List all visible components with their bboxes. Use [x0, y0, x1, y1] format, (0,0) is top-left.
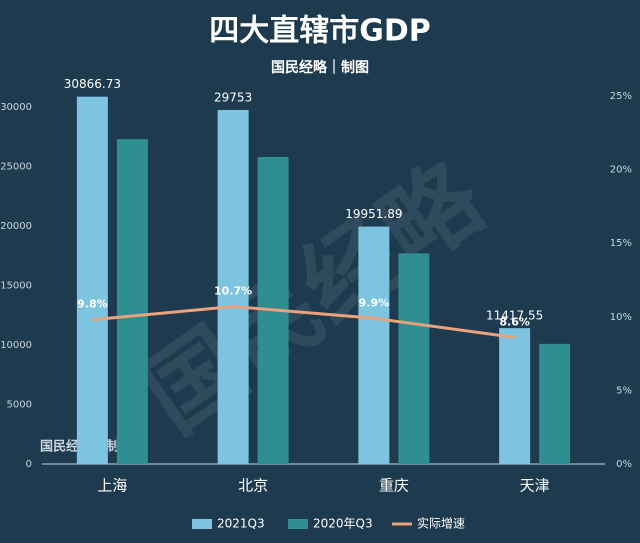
line-value-label: 10.7% — [214, 284, 252, 297]
y-tick-label: 20000 — [0, 221, 32, 232]
bar-value-label: 30866.73 — [64, 77, 121, 91]
legend-label: 2021Q3 — [217, 517, 265, 531]
bar-value-label: 11417.55 — [486, 309, 543, 323]
y2-tick-label: 15% — [610, 238, 632, 249]
y-tick-label: 15000 — [0, 280, 32, 291]
bar — [116, 139, 148, 465]
x-tick-label: 北京 — [238, 477, 268, 495]
line-value-label: 8.6% — [499, 315, 530, 328]
bar-value-label: 29753 — [214, 90, 252, 104]
bar — [499, 328, 531, 464]
legend-label: 2020年Q3 — [313, 517, 373, 531]
bar — [76, 96, 108, 464]
y2-tick-label: 0% — [616, 459, 632, 470]
y-tick-label: 25000 — [0, 161, 32, 172]
y2-tick-label: 5% — [616, 385, 632, 396]
legend-swatch — [192, 519, 212, 529]
chart-subtitle: 国民经略｜制图 — [271, 59, 369, 76]
y2-tick-label: 25% — [610, 91, 632, 102]
x-tick-label: 上海 — [97, 477, 127, 495]
y-tick-label: 0 — [26, 459, 32, 470]
y2-tick-label: 10% — [610, 312, 632, 323]
bar-value-label: 19951.89 — [345, 207, 402, 221]
y-tick-label: 5000 — [7, 399, 32, 410]
growth-line — [92, 304, 515, 339]
legend-label: 实际增速 — [417, 516, 465, 531]
bar — [398, 253, 430, 464]
y-tick-label: 10000 — [0, 340, 32, 351]
bar — [358, 226, 390, 464]
x-tick-label: 天津 — [520, 477, 550, 495]
line-value-label: 9.8% — [77, 298, 108, 311]
legend-swatch — [288, 519, 308, 529]
bar — [539, 343, 571, 464]
chart-title: 四大直辖市GDP — [209, 14, 431, 49]
x-tick-label: 重庆 — [379, 477, 409, 495]
bar — [217, 109, 249, 465]
y-tick-label: 30000 — [0, 102, 32, 113]
line-value-label: 9.9% — [359, 296, 390, 309]
y2-tick-label: 20% — [610, 165, 632, 176]
